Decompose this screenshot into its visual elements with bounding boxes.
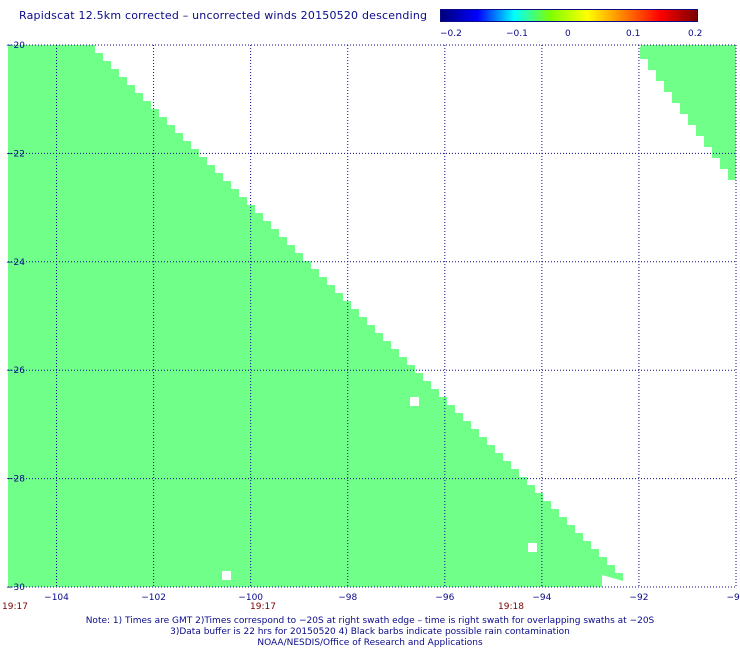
longitude-tick-label: −98 [338,593,357,603]
note-line: NOAA/NESDIS/Office of Research and Appli… [257,638,483,648]
secondary-swath [640,45,736,180]
note-line: 3)Data buffer is 22 hrs for 20150520 4) … [170,627,570,637]
longitude-tick-label: −104 [44,593,69,603]
latitude-tick-label: −24 [6,258,25,268]
note-line: Note: 1) Times are GMT 2)Times correspon… [85,616,655,626]
map-title: Rapidscat 12.5km corrected – uncorrected… [19,9,428,22]
longitude-tick-label: −102 [141,593,166,603]
data-gap [222,571,231,580]
latitude-tick-label: −30 [6,583,25,593]
latitude-tick-label: −20 [6,41,25,51]
colorbar-tick-label: 0.2 [688,29,703,39]
latitude-tick-label: −28 [6,475,25,485]
swath-layer [8,45,736,587]
colorbar: −0.2 −0.1 0 0.1 0.2 [440,9,702,39]
axis-labels: −20 −22 −24 −26 −28 −30 −104 −102 −100 −98 −96 −94 −… [2,41,740,612]
pass-time-label: 19:17 [2,602,28,612]
data-gap [410,397,419,406]
longitude-tick-label: −92 [629,593,648,603]
footnotes: Note: 1) Times are GMT 2)Times correspon… [0,616,740,649]
pass-time-label: 19:18 [498,602,524,612]
colorbar-gradient [440,9,698,22]
longitude-tick-label: −100 [238,593,263,603]
data-gap [528,543,537,552]
longitude-tick-label: −90 [727,593,740,603]
main-swath [8,45,623,587]
colorbar-tick-label: −0.2 [440,29,462,39]
latitude-tick-label: −26 [6,366,25,376]
pass-time-label: 19:17 [250,602,276,612]
colorbar-tick-label: 0.1 [626,29,641,39]
longitude-tick-label: −96 [435,593,454,603]
colorbar-tick-label: 0 [565,29,571,39]
grid-layer [8,44,737,588]
longitude-tick-label: −94 [532,593,551,603]
latitude-tick-label: −22 [6,149,25,159]
colorbar-tick-label: −0.1 [506,29,528,39]
